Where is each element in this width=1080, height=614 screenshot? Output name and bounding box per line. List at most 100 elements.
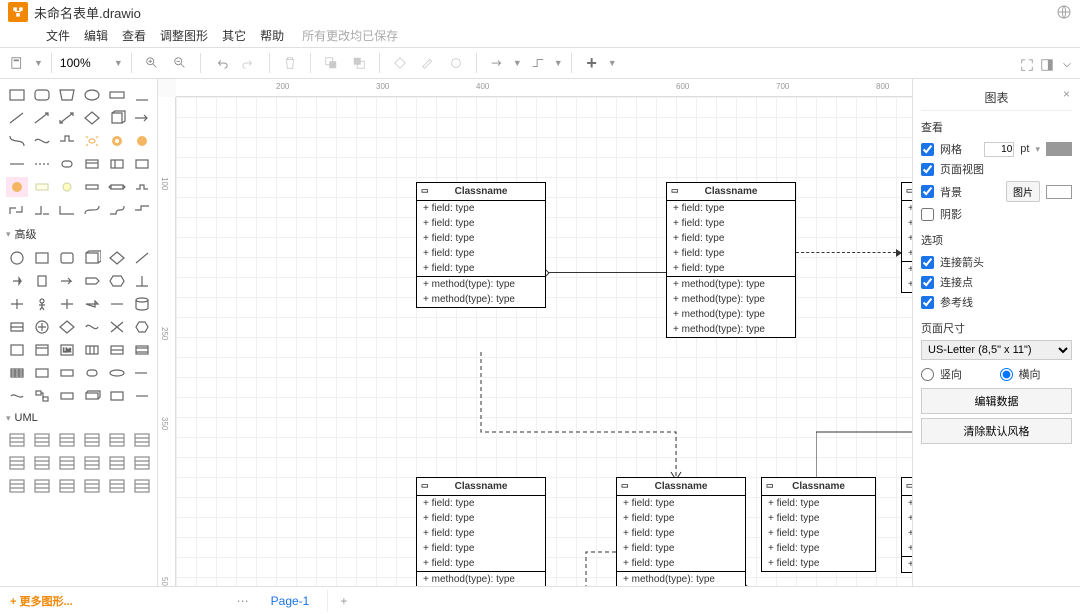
zoom-out-icon[interactable] (168, 51, 192, 75)
shape-item[interactable] (56, 386, 78, 406)
shadow-checkbox[interactable] (921, 208, 934, 221)
shape-item[interactable] (6, 248, 28, 268)
shape-item[interactable]: List (56, 340, 78, 360)
connpoint-checkbox[interactable] (921, 276, 934, 289)
guides-checkbox[interactable] (921, 296, 934, 309)
edit-data-button[interactable]: 编辑数据 (921, 388, 1072, 414)
uml-shape-item[interactable] (56, 453, 78, 473)
collapse-icon[interactable] (1060, 58, 1074, 72)
bg-color-swatch[interactable] (1046, 185, 1072, 199)
shape-item[interactable] (56, 294, 78, 314)
uml-class[interactable]: Classname+ field: type+ field: type+ fie… (666, 182, 796, 338)
filename[interactable]: 未命名表单.drawio (34, 3, 141, 22)
shape-item[interactable] (106, 340, 128, 360)
menu-view[interactable]: 查看 (122, 27, 146, 44)
uml-class[interactable]: Classname+ field: type+ field: type+ fie… (416, 477, 546, 588)
add-page-icon[interactable]: + (328, 590, 359, 612)
redo-icon[interactable] (237, 51, 261, 75)
section-uml[interactable]: ▾UML (4, 408, 153, 428)
uml-shape-item[interactable] (56, 430, 78, 450)
pagesize-select[interactable]: US-Letter (8,5" x 11") (921, 340, 1072, 360)
uml-shape-item[interactable] (56, 476, 78, 496)
uml-class[interactable]: Classname+ field: type+ field: type+ fie… (761, 477, 876, 572)
uml-shape-item[interactable] (106, 476, 128, 496)
page-menu-icon[interactable]: ⋯ (233, 594, 253, 608)
landscape-radio[interactable] (1000, 368, 1013, 381)
shape-item[interactable] (81, 294, 103, 314)
shadow-toggle-icon[interactable] (444, 51, 468, 75)
shape-item[interactable] (81, 363, 103, 383)
shape-item[interactable] (31, 248, 53, 268)
grid-checkbox[interactable] (921, 143, 934, 156)
uml-class[interactable]: Classname+ field: type+ field: type+ fie… (616, 477, 746, 588)
shape-item[interactable] (56, 317, 78, 337)
more-shapes-link[interactable]: + 更多图形... (0, 593, 83, 609)
menu-other[interactable]: 其它 (222, 27, 246, 44)
add-icon[interactable]: + (580, 51, 604, 75)
uml-shape-item[interactable] (131, 453, 153, 473)
shape-item[interactable] (31, 271, 53, 291)
shape-item[interactable] (131, 317, 153, 337)
shape-item[interactable] (131, 363, 153, 383)
uml-shape-item[interactable] (131, 430, 153, 450)
connarrow-checkbox[interactable] (921, 256, 934, 269)
shape-item[interactable] (131, 386, 153, 406)
connection-icon[interactable] (485, 51, 509, 75)
menu-help[interactable]: 帮助 (260, 27, 284, 44)
shape-item[interactable] (56, 271, 78, 291)
canvas-area[interactable]: 200300400600700800850 100250350500 Class… (158, 79, 912, 609)
section-advanced[interactable]: ▾高级 (4, 222, 153, 246)
page-tab[interactable]: Page-1 (253, 590, 329, 612)
grid-size-input[interactable] (984, 142, 1014, 157)
shape-item[interactable] (131, 271, 153, 291)
uml-shape-item[interactable] (6, 430, 28, 450)
chevron-down-icon[interactable]: ▼ (34, 58, 43, 68)
back-icon[interactable] (347, 51, 371, 75)
shape-item[interactable] (106, 386, 128, 406)
shape-item[interactable] (81, 248, 103, 268)
uml-class[interactable]: Classname+ field: type+ field: type+ fie… (416, 182, 546, 308)
shape-item[interactable] (31, 363, 53, 383)
delete-icon[interactable] (278, 51, 302, 75)
uml-class[interactable]: Classname+ field: type+ field: type+ fie… (901, 477, 912, 573)
uml-shape-item[interactable] (81, 476, 103, 496)
shape-item[interactable] (31, 294, 53, 314)
shape-item[interactable] (81, 271, 103, 291)
background-checkbox[interactable] (921, 185, 934, 198)
shape-item[interactable] (6, 386, 28, 406)
shape-item[interactable] (6, 294, 28, 314)
shape-item[interactable] (131, 340, 153, 360)
close-icon[interactable]: × (1063, 87, 1070, 101)
shape-item[interactable] (131, 294, 153, 314)
image-button[interactable]: 图片 (1006, 181, 1040, 202)
waypoint-icon[interactable] (526, 51, 550, 75)
shape-item[interactable] (106, 317, 128, 337)
uml-shape-item[interactable] (106, 453, 128, 473)
shape-item[interactable] (31, 317, 53, 337)
shape-item[interactable] (131, 248, 153, 268)
shape-item[interactable] (6, 340, 28, 360)
shape-item[interactable] (81, 317, 103, 337)
shape-item[interactable] (6, 271, 28, 291)
shape-item[interactable] (106, 271, 128, 291)
shape-item[interactable] (81, 386, 103, 406)
grid-color-swatch[interactable] (1046, 142, 1072, 156)
uml-shape-item[interactable] (6, 453, 28, 473)
line-color-icon[interactable] (416, 51, 440, 75)
uml-shape-item[interactable] (31, 453, 53, 473)
portrait-radio[interactable] (921, 368, 934, 381)
front-icon[interactable] (319, 51, 343, 75)
view-mode-icon[interactable] (6, 51, 30, 75)
shape-item[interactable] (81, 340, 103, 360)
format-panel-icon[interactable] (1040, 58, 1054, 72)
shape-item[interactable] (6, 317, 28, 337)
menu-adjust[interactable]: 调整图形 (160, 27, 208, 44)
pageview-checkbox[interactable] (921, 163, 934, 176)
zoom-input[interactable] (60, 56, 110, 70)
shape-item[interactable] (6, 363, 28, 383)
uml-shape-item[interactable] (6, 476, 28, 496)
uml-shape-item[interactable] (31, 476, 53, 496)
language-icon[interactable] (1056, 4, 1072, 20)
clear-default-button[interactable]: 清除默认风格 (921, 418, 1072, 444)
shape-item[interactable] (31, 340, 53, 360)
